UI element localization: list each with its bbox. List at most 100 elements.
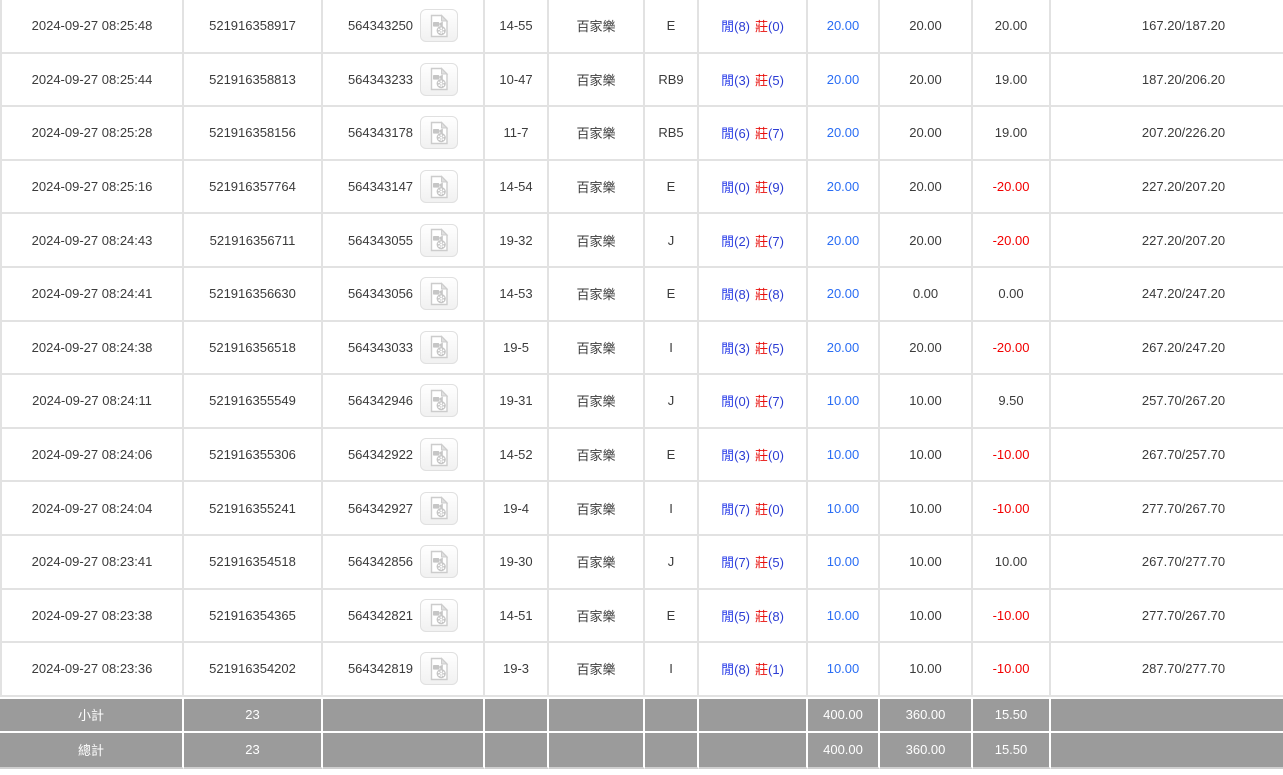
banker-result-label: 莊	[755, 662, 769, 678]
player-score: (5)	[734, 608, 750, 624]
banker-result-label: 莊	[755, 72, 769, 88]
banker-score: (1)	[768, 662, 784, 678]
video-replay-icon	[428, 550, 450, 574]
video-replay-button[interactable]	[420, 62, 459, 96]
video-replay-button[interactable]	[420, 598, 459, 632]
video-replay-button[interactable]	[420, 545, 459, 579]
dealer-code: I	[645, 321, 699, 376]
round-number: 564342856	[347, 554, 414, 570]
video-replay-icon	[428, 228, 450, 252]
grandtotal-count: 23	[184, 732, 323, 769]
banker-result-label: 莊	[755, 126, 769, 142]
valid-bet-amount: 10.00	[880, 375, 973, 429]
subtotal-empty-cell	[549, 696, 645, 733]
bet-serial-number: 521916358156	[184, 107, 323, 161]
banker-result-label: 莊	[755, 555, 769, 571]
video-replay-button[interactable]	[420, 170, 459, 204]
win-loss-amount: 20.00	[973, 0, 1051, 54]
video-replay-button[interactable]	[420, 652, 459, 686]
bet-history-row: 2024-09-27 08:24:04 521916355241 5643429…	[0, 482, 1283, 536]
bet-amount-link[interactable]: 10.00	[808, 643, 880, 697]
game-result: 閒(0) 莊(7)	[699, 375, 808, 429]
balance-before-after: 187.20/206.20	[1051, 53, 1283, 108]
video-replay-icon	[428, 121, 450, 145]
valid-bet-amount: 10.00	[880, 428, 973, 483]
round-number: 564343147	[347, 179, 414, 195]
table-round: 14-55	[485, 0, 549, 54]
video-replay-icon	[428, 14, 450, 38]
table-round: 19-31	[485, 375, 549, 429]
dealer-code: E	[645, 160, 699, 215]
game-result: 閒(3) 莊(5)	[699, 53, 808, 108]
game-type: 百家樂	[549, 643, 645, 697]
table-round: 19-30	[485, 535, 549, 590]
table-round: 14-53	[485, 267, 549, 322]
bet-amount-link[interactable]: 20.00	[808, 0, 880, 54]
player-result-label: 閒	[721, 448, 735, 464]
round-number-cell: 564343147	[323, 160, 485, 215]
table-round: 14-52	[485, 428, 549, 483]
history-rows: 2024-09-27 08:25:48 521916358917 5643432…	[0, 0, 1283, 697]
bet-amount-link[interactable]: 10.00	[808, 482, 880, 536]
bet-history-row: 2024-09-27 08:23:36 521916354202 5643428…	[0, 643, 1283, 697]
round-number-cell: 564343233	[323, 53, 485, 108]
player-score: (2)	[734, 233, 750, 249]
video-replay-icon	[428, 603, 450, 627]
player-result-label: 閒	[721, 555, 735, 571]
game-type: 百家樂	[549, 482, 645, 536]
round-number-cell: 564343250	[323, 0, 485, 54]
video-replay-button[interactable]	[420, 277, 459, 311]
round-number-cell: 564343055	[323, 214, 485, 268]
video-replay-button[interactable]	[420, 438, 459, 472]
balance-before-after: 277.70/267.70	[1051, 482, 1283, 536]
grandtotal-empty-cell	[323, 732, 485, 769]
video-replay-button[interactable]	[420, 223, 459, 257]
bet-amount-link[interactable]: 20.00	[808, 160, 880, 215]
player-score: (7)	[734, 501, 750, 517]
grandtotal-row: 總計 23 400.00 360.00 15.50	[0, 732, 1283, 769]
win-loss-amount: 9.50	[973, 375, 1051, 429]
dealer-code: E	[645, 267, 699, 322]
banker-score: (5)	[768, 555, 784, 571]
banker-score: (9)	[768, 180, 784, 196]
round-number-cell: 564342856	[323, 535, 485, 590]
subtotal-empty-cell	[1051, 696, 1283, 733]
banker-score: (7)	[768, 394, 784, 410]
bet-amount-link[interactable]: 20.00	[808, 321, 880, 376]
win-loss-amount: -10.00	[973, 428, 1051, 483]
game-result: 閒(6) 莊(7)	[699, 107, 808, 161]
video-replay-button[interactable]	[420, 491, 459, 525]
player-score: (3)	[734, 72, 750, 88]
bet-amount-link[interactable]: 10.00	[808, 535, 880, 590]
game-result: 閒(3) 莊(5)	[699, 321, 808, 376]
round-number-cell: 564342819	[323, 643, 485, 697]
subtotal-row: 小計 23 400.00 360.00 15.50	[0, 696, 1283, 733]
video-replay-button[interactable]	[420, 330, 459, 364]
subtotal-win-loss: 15.50	[973, 696, 1051, 733]
banker-score: (8)	[768, 287, 784, 303]
video-replay-button[interactable]	[420, 116, 459, 150]
bet-amount-link[interactable]: 20.00	[808, 53, 880, 108]
table-round: 14-54	[485, 160, 549, 215]
win-loss-amount: -20.00	[973, 160, 1051, 215]
bet-amount-link[interactable]: 20.00	[808, 107, 880, 161]
bet-amount-link[interactable]: 10.00	[808, 428, 880, 483]
video-replay-button[interactable]	[420, 9, 459, 43]
bet-amount-link[interactable]: 20.00	[808, 267, 880, 322]
bet-amount-link[interactable]: 10.00	[808, 375, 880, 429]
round-number-cell: 564342922	[323, 428, 485, 483]
game-type: 百家樂	[549, 589, 645, 644]
bet-amount-link[interactable]: 20.00	[808, 214, 880, 268]
player-result-label: 閒	[721, 608, 735, 624]
round-number: 564343055	[347, 232, 414, 248]
bet-amount-link[interactable]: 10.00	[808, 589, 880, 644]
video-replay-button[interactable]	[420, 384, 459, 418]
valid-bet-amount: 20.00	[880, 321, 973, 376]
round-number-cell: 564343033	[323, 321, 485, 376]
player-score: (8)	[734, 19, 750, 35]
banker-score: (7)	[768, 126, 784, 142]
banker-result-label: 莊	[755, 233, 769, 249]
bet-serial-number: 521916354365	[184, 589, 323, 644]
bet-serial-number: 521916356630	[184, 267, 323, 322]
